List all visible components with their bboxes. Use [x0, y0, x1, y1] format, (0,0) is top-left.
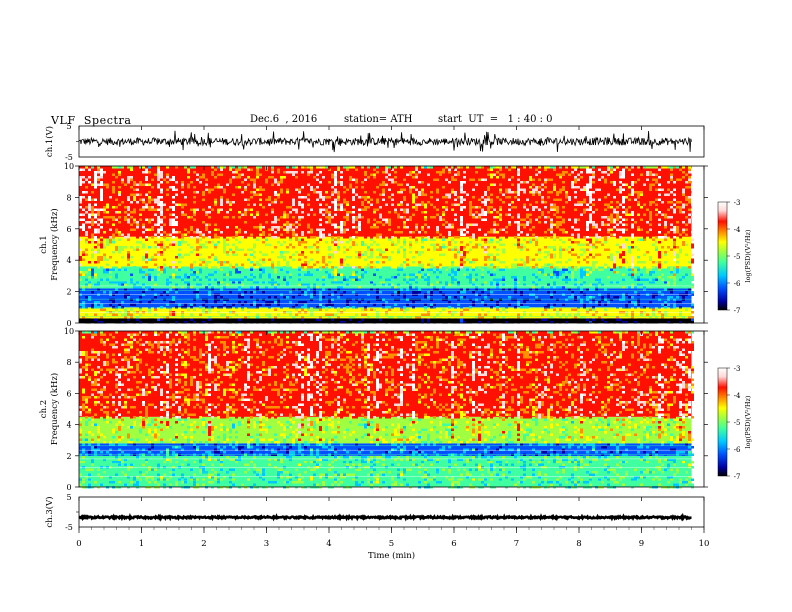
- ch1-waveform-ytick-bottom: -5: [65, 153, 73, 162]
- x-tick-label-7: 7: [514, 539, 519, 549]
- x-axis: 0 1 2 3 4 5 6 7 8 9 10 Time (min): [76, 126, 709, 561]
- ch1-spectrogram-ytick-5: 10: [64, 162, 74, 171]
- x-tick-label-6: 6: [451, 539, 456, 549]
- ch2-spectrogram-cells: [79, 331, 694, 489]
- colorbar-1-label: log(PSD)(V²/Hz): [744, 229, 752, 282]
- ch1-spectrogram-ytick-4: 8: [66, 193, 71, 202]
- figure-title: VLF Spectra: [51, 114, 132, 127]
- ch3-waveform-frame: [78, 496, 705, 528]
- ch2-spectrogram-ytick-0: 0: [66, 483, 71, 492]
- colorbar-1-tick-2: -5: [734, 253, 741, 261]
- colorbar-1-tick-3: -6: [734, 280, 741, 288]
- ch2-spectrogram-ytick-5: 10: [64, 327, 74, 336]
- ch2-spectrogram-ytick-2: 4: [66, 421, 71, 430]
- colorbar-2-label: log(PSD)(V²/Hz): [744, 395, 752, 448]
- ch3-waveform-ylabel: ch.3(V): [44, 496, 55, 527]
- colorbar-2-tick-3: -6: [734, 446, 741, 454]
- ch1-waveform-ylabel: ch.1(V): [44, 126, 55, 157]
- ch3-waveform-trace: [78, 512, 692, 522]
- ch1-waveform: 5 -5 ch.1(V): [44, 122, 705, 162]
- x-tick-label-2: 2: [201, 539, 206, 549]
- x-axis-label: Time (min): [368, 550, 415, 561]
- station-label: station= ATH: [344, 114, 413, 125]
- ch1-waveform-trace: [78, 130, 692, 153]
- ch1-spectrogram-ytick-3: 6: [66, 225, 71, 234]
- ch3-waveform-ytick-bottom: -5: [65, 523, 73, 532]
- x-tick-label-3: 3: [264, 539, 269, 549]
- ch2-spectrogram-ytick-1: 2: [66, 452, 71, 461]
- colorbar-1: -3 -4 -5 -6 -7 log(PSD)(V²/Hz): [717, 199, 752, 315]
- x-tick-label-0: 0: [76, 539, 81, 549]
- ch3-waveform-ytick-top: 5: [66, 493, 71, 502]
- colorbar-2-scale: [717, 367, 728, 477]
- ch2-spectrogram: 0 2 4 6 8 10 ch.2 Frequency (kHz): [39, 327, 708, 492]
- colorbar-1-scale: [717, 201, 728, 311]
- ch1-spectrogram-ytick-2: 4: [66, 256, 71, 265]
- ch1-spectrogram-ylabel-channel: ch.1: [39, 235, 49, 253]
- colorbar-1-tick-4: -7: [734, 307, 741, 315]
- ch2-spectrogram-ylabel-frequency: Frequency (kHz): [49, 373, 60, 445]
- x-tick-label-1: 1: [139, 539, 144, 549]
- ch2-spectrogram-ytick-4: 8: [66, 358, 71, 367]
- colorbar-2: -3 -4 -5 -6 -7 log(PSD)(V²/Hz): [717, 365, 752, 481]
- ch1-spectrogram: 0 2 4 6 8 10 ch.1 Frequency (kHz): [39, 162, 708, 328]
- colorbar-2-tick-4: -7: [734, 473, 741, 481]
- ch1-spectrogram-ytick-0: 0: [66, 319, 71, 328]
- colorbar-2-tick-0: -3: [734, 365, 741, 373]
- x-tick-label-4: 4: [326, 539, 331, 549]
- colorbar-1-tick-0: -3: [734, 199, 741, 207]
- ch1-spectrogram-ylabel-frequency: Frequency (kHz): [49, 208, 60, 280]
- ch2-spectrogram-ylabel-channel: ch.2: [39, 400, 49, 418]
- colorbar-2-tick-2: -5: [734, 419, 741, 427]
- x-tick-label-8: 8: [576, 539, 581, 549]
- ch1-spectrogram-band-0: [79, 318, 692, 323]
- start-time-label: start UT = 1 : 40 : 0: [438, 114, 553, 125]
- date-label: Dec.6 , 2016: [250, 114, 318, 125]
- x-tick-label-9: 9: [639, 539, 644, 549]
- ch1-spectrogram-cells: [79, 166, 694, 324]
- ch1-waveform-ytick-top: 5: [66, 122, 71, 131]
- x-tick-label-5: 5: [389, 539, 394, 549]
- ch2-spectrogram-ytick-3: 6: [66, 389, 71, 398]
- ch3-waveform: 5 -5 ch.3(V): [44, 493, 705, 532]
- x-tick-label-10: 10: [699, 539, 710, 549]
- ch1-spectrogram-ytick-1: 2: [66, 288, 71, 297]
- colorbar-2-tick-1: -4: [734, 392, 741, 400]
- colorbar-1-tick-1: -4: [734, 226, 741, 234]
